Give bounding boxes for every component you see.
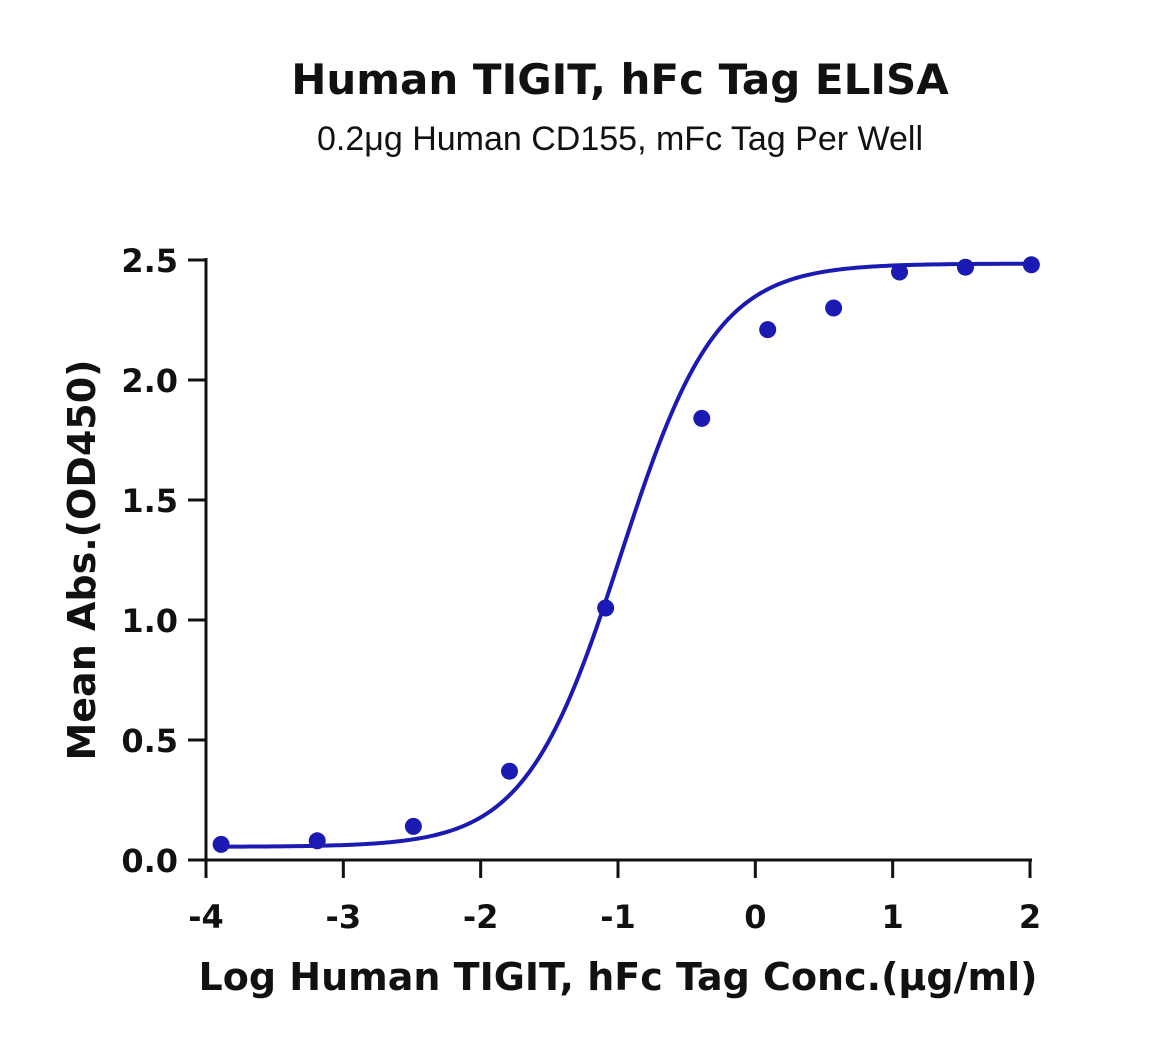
fit-curve-layer	[221, 261, 1032, 849]
data-point	[693, 409, 711, 427]
chart-title: Human TIGIT, hFc Tag ELISA	[291, 55, 949, 104]
x-axis-ticks: -4 -3 -2 -1 0 1 2	[188, 860, 1041, 936]
y-tick-label: 1.5	[121, 482, 178, 520]
data-point	[597, 599, 615, 617]
x-tick-label: -3	[326, 898, 362, 936]
data-point	[759, 321, 777, 339]
y-tick-label: 0.0	[121, 842, 178, 880]
data-point	[308, 832, 326, 850]
fit-curve	[221, 261, 1032, 849]
x-tick-label: 0	[744, 898, 766, 936]
y-axis-label: Mean Abs.(OD450)	[60, 359, 104, 760]
y-tick-label: 2.0	[121, 362, 178, 400]
y-tick-label: 1.0	[121, 602, 178, 640]
x-tick-label: 2	[1019, 898, 1041, 936]
data-point	[404, 817, 422, 835]
x-tick-label: -4	[188, 898, 224, 936]
x-axis-label: Log Human TIGIT, hFc Tag Conc.(μg/ml)	[199, 955, 1038, 999]
data-point	[891, 263, 909, 281]
x-tick-label: 1	[882, 898, 904, 936]
y-axis-ticks: 0.0 0.5 1.0 1.5 2.0 2.5	[121, 242, 206, 880]
x-tick-label: -2	[463, 898, 499, 936]
y-tick-label: 0.5	[121, 722, 178, 760]
x-tick-label: -1	[600, 898, 636, 936]
data-point	[501, 762, 519, 780]
data-point	[1022, 256, 1040, 274]
data-points-layer	[212, 256, 1040, 853]
y-tick-label: 2.5	[121, 242, 178, 280]
data-point	[825, 299, 843, 317]
data-point	[212, 835, 230, 853]
chart-subtitle: 0.2μg Human CD155, mFc Tag Per Well	[317, 120, 923, 158]
data-point	[956, 258, 974, 276]
